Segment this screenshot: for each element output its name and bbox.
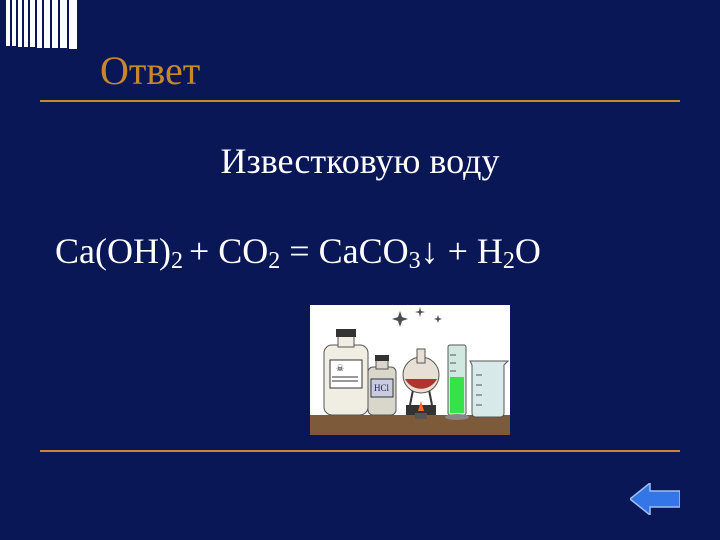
slide-subtitle: Известковую воду <box>0 140 720 182</box>
svg-text:HCl: HCl <box>374 383 390 393</box>
chemical-equation: Ca(OH)2 + CO2 = CaCO3↓ + H2O <box>55 230 680 272</box>
title-row: Ответ <box>100 40 680 100</box>
bottom-divider <box>40 450 680 452</box>
corner-decoration <box>0 0 90 60</box>
chemistry-illustration: ☠ HCl <box>310 305 510 435</box>
svg-text:☠: ☠ <box>336 363 344 373</box>
back-arrow-button[interactable] <box>630 483 680 515</box>
title-underline <box>40 100 680 102</box>
slide: Ответ Известковую воду Ca(OH)2 + CO2 = C… <box>0 0 720 540</box>
slide-title: Ответ <box>100 47 200 94</box>
